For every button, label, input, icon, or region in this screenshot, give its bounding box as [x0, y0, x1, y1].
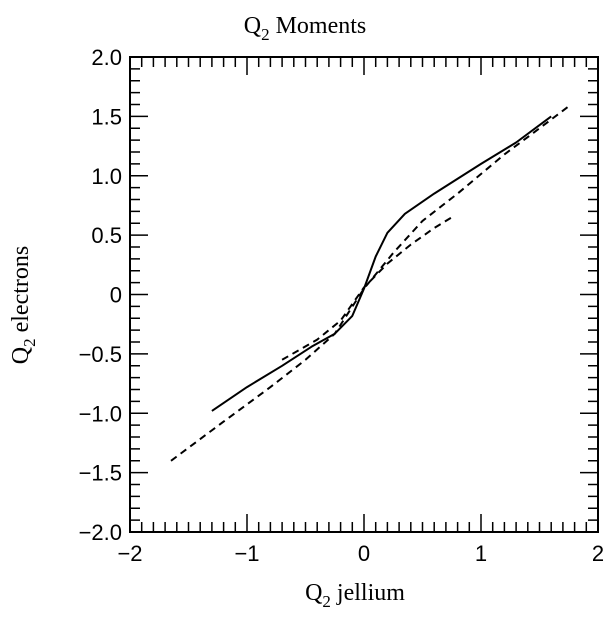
- x-axis-label: Q2 jellium: [305, 580, 405, 611]
- x-axis-label-main: Q: [305, 580, 322, 606]
- x-tick-label: 0: [358, 541, 370, 566]
- y-tick-label: −0.5: [79, 342, 122, 367]
- x-tick-label: −2: [117, 541, 142, 566]
- x-axis-label-sub: 2: [322, 592, 331, 611]
- chart-title-main: Q: [244, 13, 261, 39]
- y-tick-label: −1.5: [79, 461, 122, 486]
- y-tick-label: 2.0: [91, 45, 122, 70]
- series-1-line: [211, 115, 552, 412]
- x-tick-label: 1: [475, 541, 487, 566]
- y-axis-label-main: Q: [8, 347, 34, 364]
- series-3-line: [281, 216, 453, 361]
- y-axis-label-rest: electrons: [8, 246, 34, 339]
- y-tick-label: 1.0: [91, 164, 122, 189]
- y-axis-label-sub: 2: [20, 338, 39, 347]
- plot-area: −2 −1 0 1 2 −2.0 −1.5 −1.0 −0.5 0 0.5 1.0 1.5 2.0: [79, 45, 604, 566]
- y-tick-label: 0: [110, 283, 122, 308]
- chart-title-rest: Moments: [270, 13, 367, 39]
- chart-title-sub: 2: [261, 25, 270, 44]
- x-tick-label: −1: [234, 541, 259, 566]
- chart-title: Q2 Moments: [244, 13, 367, 44]
- y-tick-label: 0.5: [91, 223, 122, 248]
- x-axis-label-rest: jellium: [331, 580, 405, 606]
- plot-frame: [129, 56, 599, 533]
- series-2-line: [170, 103, 572, 462]
- y-tick-label: 1.5: [91, 104, 122, 129]
- y-axis-label: Q2 electrons: [8, 246, 39, 364]
- y-tick-label: −2.0: [79, 520, 122, 545]
- x-tick-label: 2: [592, 541, 604, 566]
- y-tick-label: −1.0: [79, 401, 122, 426]
